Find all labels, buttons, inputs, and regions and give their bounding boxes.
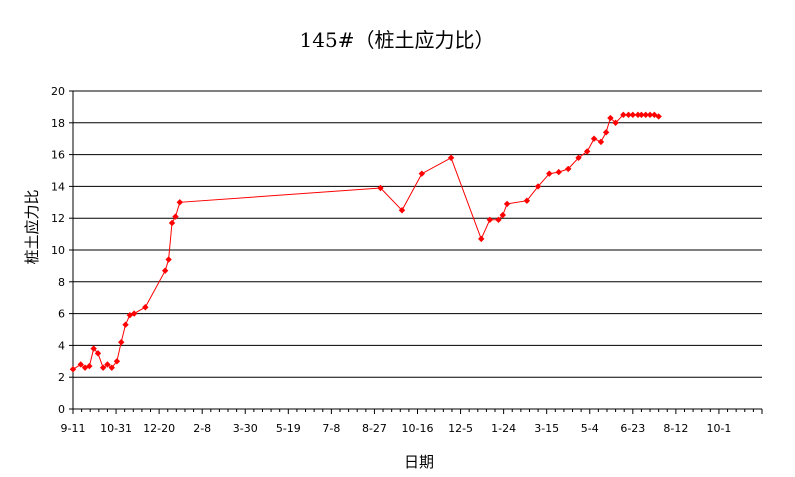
data-point: [486, 216, 494, 223]
y-tick-label: 20: [51, 85, 65, 98]
data-point: [165, 256, 172, 263]
x-tick-label: 9-11: [61, 422, 86, 435]
data-point: [478, 235, 485, 243]
data-point: [590, 135, 598, 142]
x-tick-label: 3-15: [534, 422, 559, 435]
data-point: [646, 111, 654, 119]
x-tick-label: 7-8: [322, 422, 340, 435]
data-point: [583, 148, 591, 155]
x-axis-title: 日期: [404, 453, 434, 471]
y-tick-labels: 0 2 4 6 8 10 12 14 16 18 20: [51, 85, 65, 416]
data-point: [565, 165, 572, 173]
y-tick-label: 10: [51, 244, 65, 257]
x-tick-label: 10-31: [100, 422, 132, 435]
x-tick-label: 3-30: [233, 422, 258, 435]
data-point: [142, 304, 149, 311]
data-point: [118, 339, 125, 346]
x-tick-label: 2-8: [193, 422, 211, 435]
data-point: [642, 111, 649, 119]
y-axis-title: 桩土应力比: [23, 189, 41, 264]
data-point: [94, 350, 102, 357]
data-point: [629, 111, 637, 119]
data-point: [377, 184, 384, 192]
data-point: [495, 216, 502, 223]
x-tick-label: 8-12: [663, 422, 688, 435]
data-point: [398, 207, 406, 214]
data-point: [499, 211, 506, 219]
data-point: [172, 213, 179, 220]
data-point: [575, 154, 582, 161]
data-point: [620, 111, 627, 119]
data-point: [108, 364, 115, 371]
chart-title: 145#（桩土应力比）: [300, 28, 495, 52]
data-point: [69, 366, 77, 373]
x-tick-label: 10-1: [706, 422, 731, 435]
data-point: [534, 183, 542, 190]
x-tick-label: 8-27: [362, 422, 387, 435]
data-point: [503, 200, 511, 208]
y-tick-label: 4: [58, 339, 65, 352]
y-tick-label: 16: [51, 149, 65, 162]
series-line: [72, 114, 659, 370]
y-tick-label: 14: [51, 180, 65, 193]
series-group: [69, 111, 662, 373]
data-point: [168, 219, 176, 227]
data-point: [607, 114, 614, 122]
x-tick-label: 6-23: [620, 422, 645, 435]
data-point: [126, 311, 134, 319]
data-point: [612, 119, 619, 126]
data-point: [523, 197, 531, 204]
data-point: [113, 358, 121, 365]
x-tick-label: 12-5: [448, 422, 473, 435]
x-tick-label: 12-20: [143, 422, 175, 435]
y-tick-label: 8: [58, 276, 65, 289]
data-point: [77, 361, 84, 368]
data-point: [546, 170, 553, 177]
data-point: [104, 361, 111, 368]
data-point: [597, 138, 605, 146]
data-point: [99, 364, 107, 371]
data-point: [161, 267, 169, 274]
data-point: [418, 170, 426, 177]
x-tick-label: 5-4: [581, 422, 599, 435]
x-tick-label: 5-19: [276, 422, 301, 435]
data-point: [90, 345, 97, 352]
y-tick-label: 12: [51, 212, 65, 225]
data-point: [625, 111, 632, 119]
y-tick-label: 2: [58, 371, 65, 384]
data-point: [86, 362, 93, 370]
data-point: [634, 111, 642, 119]
data-point: [655, 113, 662, 120]
data-point: [122, 321, 129, 328]
axes: [69, 90, 763, 414]
data-point: [638, 111, 645, 119]
x-tick-label: 1-24: [491, 422, 516, 435]
x-tick-labels: 9-11 10-31 12-20 2-8 3-30 5-19 7-8 8-27 10-16 12-…: [61, 422, 732, 435]
y-tick-label: 0: [58, 403, 65, 416]
data-point: [176, 199, 183, 206]
gridlines: [73, 90, 762, 378]
data-point: [602, 129, 610, 136]
x-tick-label: 10-16: [402, 422, 434, 435]
y-tick-label: 6: [58, 308, 65, 321]
data-point: [447, 154, 455, 161]
y-tick-label: 18: [51, 117, 65, 130]
data-point: [130, 310, 138, 317]
data-point: [555, 168, 562, 176]
